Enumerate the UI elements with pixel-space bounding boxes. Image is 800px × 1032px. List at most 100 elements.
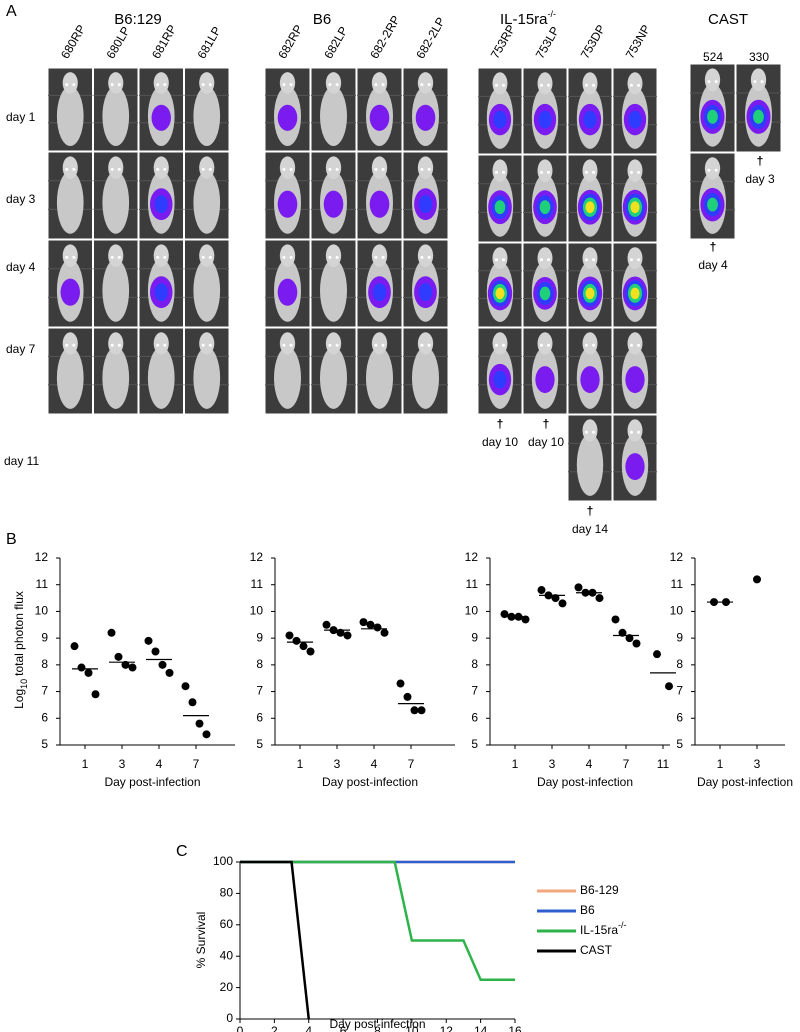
mouse-head — [371, 332, 388, 355]
mouse-eye — [282, 167, 286, 171]
y-tick-label: 6 — [41, 710, 48, 724]
mouse-head — [325, 156, 342, 179]
point — [195, 719, 204, 728]
mouse-eye — [584, 343, 588, 347]
mouse-eye — [335, 167, 339, 171]
mouse-eye — [714, 80, 718, 84]
point — [574, 583, 583, 592]
x-tick-label: 4 — [586, 757, 593, 771]
point — [410, 706, 419, 715]
point — [521, 615, 530, 624]
column-label: 682LP — [321, 24, 350, 61]
legend-label-part: B6-129 — [580, 883, 619, 897]
point — [558, 599, 567, 608]
mouse-eye — [637, 170, 641, 174]
mouse-head — [325, 244, 342, 267]
signal — [630, 201, 640, 214]
mouse-eye — [629, 170, 633, 174]
mouse-eye — [72, 343, 76, 347]
group-title: B6:129 — [114, 11, 162, 28]
y-tick-label: 10 — [35, 604, 49, 618]
signal — [535, 366, 555, 394]
mouse-head — [537, 159, 553, 182]
mouse-head — [627, 247, 643, 270]
mouse-body — [102, 259, 130, 322]
x-axis-label: Day post-infection — [322, 775, 418, 789]
mouse-head — [199, 332, 215, 355]
mouse-eye — [156, 83, 160, 87]
mouse-head — [153, 72, 169, 94]
mouse-eye — [117, 167, 121, 171]
mouse-body — [56, 171, 84, 234]
signal — [277, 190, 298, 218]
mouse-head — [537, 332, 553, 355]
y-tick-label: 10 — [250, 604, 264, 618]
signal — [415, 104, 436, 131]
x-tick-label: 8 — [374, 1024, 381, 1032]
mouse-eye — [201, 343, 205, 347]
mouse-head — [417, 72, 434, 94]
mouse-eye — [502, 343, 506, 347]
mouse-eye — [374, 167, 378, 171]
mouse-eye — [156, 343, 160, 347]
signal — [495, 287, 505, 300]
mouse-eye — [117, 255, 121, 259]
y-axis-label-part: total photon flux — [12, 591, 26, 676]
mouse-eye — [707, 80, 711, 84]
mouse-eye — [547, 83, 551, 87]
mouse-eye — [72, 83, 76, 87]
point — [618, 628, 627, 637]
death-label: day 4 — [698, 258, 728, 272]
x-tick-label: 6 — [340, 1024, 347, 1032]
signal — [625, 366, 645, 394]
group-title-part: CAST — [708, 11, 748, 28]
panel-label: A — [6, 3, 17, 20]
signal — [585, 287, 595, 300]
mouse-eye — [592, 83, 596, 87]
point — [343, 631, 352, 640]
x-tick-label: 1 — [512, 757, 519, 771]
mouse-eye — [637, 430, 641, 434]
column-label: 682-2RP — [367, 13, 403, 61]
point — [611, 615, 620, 624]
point — [753, 575, 761, 584]
mouse-eye — [156, 167, 160, 171]
mouse-eye — [374, 343, 378, 347]
y-tick-label: 11 — [36, 577, 49, 591]
point — [91, 690, 100, 699]
death-mark: † — [497, 417, 504, 431]
x-tick-label: 0 — [237, 1024, 244, 1032]
point — [417, 706, 426, 715]
mouse-eye — [592, 343, 596, 347]
mouse-head — [62, 72, 78, 94]
mouse-head — [153, 244, 169, 267]
mouse-eye — [629, 430, 633, 434]
mouse-head — [627, 332, 643, 355]
signal — [369, 104, 390, 131]
mouse-eye — [117, 343, 121, 347]
column-label: 524 — [703, 50, 723, 64]
y-axis-label: Log10 total photon flux — [12, 591, 29, 709]
x-tick-label: 11 — [657, 757, 670, 771]
point — [665, 682, 673, 691]
death-mark: † — [587, 504, 594, 518]
point — [202, 730, 211, 739]
mouse-head — [627, 419, 643, 442]
mouse-eye — [420, 255, 424, 259]
group-title: IL-15ra-/- — [500, 9, 556, 28]
panel-label: B — [6, 531, 17, 548]
point — [128, 663, 137, 672]
mouse-body — [320, 346, 347, 409]
signal — [539, 200, 551, 215]
y-tick-label: 20 — [220, 980, 234, 994]
panel-label: C — [176, 843, 188, 860]
mouse-eye — [328, 343, 332, 347]
signal — [369, 190, 390, 218]
mouse-body — [274, 346, 301, 409]
y-tick-label: 9 — [471, 630, 478, 644]
mouse-eye — [282, 255, 286, 259]
x-tick-label: 14 — [474, 1024, 488, 1032]
group-title: B6 — [313, 11, 331, 28]
column-label: 681RP — [149, 22, 179, 61]
mouse-eye — [163, 343, 167, 347]
